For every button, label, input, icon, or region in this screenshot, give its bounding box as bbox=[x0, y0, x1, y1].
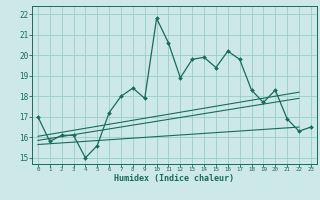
X-axis label: Humidex (Indice chaleur): Humidex (Indice chaleur) bbox=[115, 174, 234, 183]
